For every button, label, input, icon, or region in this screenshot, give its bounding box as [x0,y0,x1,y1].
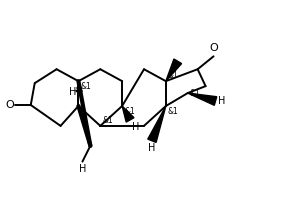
Text: &1: &1 [80,82,91,91]
Polygon shape [122,106,134,122]
Text: &1: &1 [190,89,201,98]
Text: &1: &1 [168,71,179,80]
Polygon shape [148,106,166,142]
Polygon shape [166,59,181,81]
Text: H: H [148,143,156,153]
Text: H: H [218,96,225,106]
Text: &1: &1 [124,107,135,116]
Text: H: H [79,164,86,174]
Text: H: H [132,122,140,132]
Text: O: O [5,100,14,110]
Text: O: O [209,43,218,53]
Polygon shape [188,93,217,105]
Text: &1: &1 [168,107,179,116]
Text: &1: &1 [102,116,113,125]
Text: H: H [69,87,77,97]
